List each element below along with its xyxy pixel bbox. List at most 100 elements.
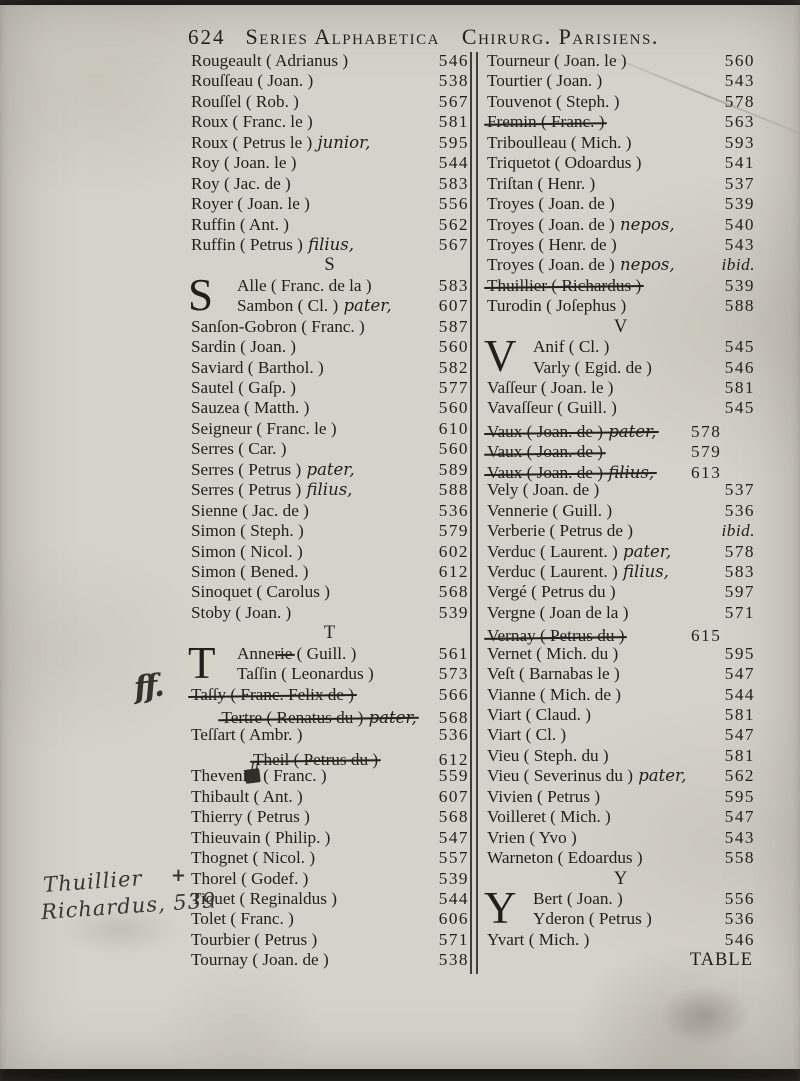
ink-smudge	[660, 985, 750, 1045]
entry-name: Teſſart ( Ambr. )	[191, 725, 433, 745]
entry-name-text: Alle ( Franc. de la )	[237, 276, 372, 295]
entry-page: 612	[438, 749, 469, 769]
entry-name: Thognet ( Nicol. )	[191, 848, 433, 868]
entry-qualifier: filius,	[301, 480, 353, 500]
entry-page: 578	[724, 91, 755, 111]
index-entry: Sardin ( Joan. ) 560	[191, 337, 469, 357]
entry-name: Vernet ( Mich. du )	[487, 644, 719, 664]
entry-name: Vaux ( Joan. de ) pater,	[487, 422, 685, 442]
index-entry: Yvart ( Mich. ) 546	[487, 930, 755, 950]
blotted-correction: tsn	[247, 757, 259, 786]
entry-page: 557	[438, 848, 469, 868]
index-entry: Viart ( Cl. ) 547	[487, 725, 755, 745]
index-entry: + Thorel ( Godef. ) 539	[171, 865, 469, 889]
entry-name-segment: Viart ( Cl. )	[487, 725, 567, 745]
entry-name-text: Thieuvain ( Philip. )	[191, 828, 330, 847]
entry-name-text: Touvenot ( Steph. )	[487, 92, 619, 111]
entry-name-segment: Sauzea ( Matth. )	[191, 398, 310, 418]
entry-name-text: Taſſy ( Franc. Felix de )	[191, 685, 354, 705]
entry-name-segment: Thognet ( Nicol. )	[191, 848, 316, 868]
entry-page: 539	[724, 194, 755, 214]
entry-name-segment: Fremin ( Franc. )	[487, 112, 605, 132]
index-entry: Simon ( Steph. ) 579	[191, 521, 469, 541]
entry-name-segment: Viart ( Claud. )	[487, 705, 591, 724]
index-entry: Vieu ( Severinus du ) pater, 562	[487, 766, 755, 786]
entry-page: 547	[724, 664, 755, 684]
entry-page: 581	[724, 705, 755, 724]
entry-name: Vrien ( Yvo )	[487, 828, 719, 848]
entry-page: 547	[438, 827, 469, 847]
entry-name-text: Rouſſel ( Rob. )	[191, 92, 299, 111]
entry-name: Thieuvain ( Philip. )	[191, 828, 433, 848]
entry-page: 579	[691, 442, 722, 462]
entry-page: 563	[724, 112, 755, 132]
entry-name-text: Vivien ( Petrus )	[487, 787, 600, 806]
entry-name: Troyes ( Joan. de )	[487, 194, 719, 214]
entry-name-text: Tourneur ( Joan. le )	[487, 51, 627, 70]
entry-name-text: Roux ( Petrus le ) junior,	[191, 133, 370, 152]
entry-name: Saviard ( Barthol. )	[191, 358, 433, 378]
scan-edge-bottom	[0, 1069, 800, 1081]
index-entry: Verberie ( Petrus de ) ibid.	[487, 521, 755, 541]
entry-name-segment: Tiquet ( Reginaldus )	[191, 888, 337, 908]
entry-name: Viart ( Claud. )	[487, 705, 719, 725]
index-entry: Roy ( Joan. le ) 544	[191, 153, 469, 173]
entry-name-text: Vieu ( Steph. du )	[487, 746, 609, 765]
entry-name-segment: Troyes ( Joan. de )	[487, 194, 615, 214]
entry-name: Rouſſeau ( Joan. )	[191, 71, 433, 91]
index-entry: Triboulleau ( Mich. ) 593	[487, 133, 755, 153]
index-entry: Royer ( Joan. le ) 556	[191, 194, 469, 214]
entry-name-segment: Vavaſſeur ( Guill. )	[487, 398, 617, 418]
entry-name-text: Triquetot ( Odoardus )	[487, 153, 642, 172]
entry-name: Vergne ( Joan de la )	[487, 603, 719, 623]
entry-name-text: Veſt ( Barnabas le )	[487, 664, 620, 683]
index-entry: Sambon ( Cl. ) pater, 607	[191, 296, 469, 316]
index-entry: Teſſart ( Ambr. ) 536	[191, 725, 469, 745]
page-title: Series Alphabetica	[245, 24, 440, 49]
entry-name-text: Annerie ( Guill. )	[237, 644, 356, 663]
entry-name: Anif ( Cl. )	[533, 337, 719, 357]
entry-name-text: Turodin ( Joſephus )	[487, 296, 626, 315]
index-entry: Turodin ( Joſephus ) 588	[487, 296, 755, 316]
index-entry: Vieu ( Steph. du ) 581	[487, 746, 755, 766]
entry-name: Verduc ( Laurent. ) pater,	[487, 542, 719, 562]
entry-name-segment: Vieu ( Steph. du )	[487, 745, 609, 765]
entry-page: 556	[438, 194, 469, 214]
entry-name-segment: Vivien ( Petrus )	[487, 786, 601, 806]
entry-name-segment: Vennerie ( Guill. )	[487, 500, 613, 520]
entry-name-text: Saviard ( Barthol. )	[191, 358, 324, 377]
entry-page: 539	[724, 275, 755, 295]
entry-name-text: Voilleret ( Mich. )	[487, 807, 611, 826]
entry-name: Triboulleau ( Mich. )	[487, 133, 719, 153]
entry-name: Turodin ( Joſephus )	[487, 296, 719, 316]
entry-page: 578	[691, 421, 722, 441]
index-entry: Vernay ( Petrus du )615D	[487, 623, 755, 645]
entry-page: 597	[724, 582, 755, 602]
index-entry: Vernet ( Mich. du ) 595	[487, 644, 755, 664]
entry-name-text: Sienne ( Jac. de )	[191, 501, 309, 520]
entry-name: Sanſon-Gobron ( Franc. )	[191, 317, 433, 337]
entry-name-text: Sanſon-Gobron ( Franc. )	[191, 317, 365, 336]
entry-name-text: Thognet ( Nicol. )	[191, 848, 315, 867]
entry-name: Thuillier ( Richardus )	[487, 276, 719, 296]
entry-name: Vaux ( Joan. de ) filius,	[487, 463, 685, 483]
drop-cap: T	[188, 637, 216, 688]
entry-page: 540	[724, 214, 755, 234]
entry-name: Simon ( Nicol. )	[191, 542, 433, 562]
entry-page: 543	[724, 827, 755, 847]
entry-name: Vennerie ( Guill. )	[487, 501, 719, 521]
entry-name-segment: Tournay ( Joan. de )	[191, 950, 329, 970]
entry-name-segment: Thuillier ( Richardus )	[487, 275, 642, 295]
entry-name-segment: Yvart ( Mich. )	[487, 929, 590, 949]
section-letter: S	[324, 255, 336, 276]
entry-page: 587	[438, 316, 469, 336]
section-letter: T	[323, 623, 337, 644]
entry-qualifier: junior,	[312, 132, 371, 152]
entry-name-segment: Royer ( Joan. le )	[191, 194, 310, 214]
entry-name-segment: Warneton ( Edoardus )	[487, 848, 643, 868]
entry-page: 537	[724, 480, 755, 500]
entry-qualifier: filius,	[602, 462, 655, 482]
index-entry: Vianne ( Mich. de ) 544	[487, 685, 755, 705]
entry-name-segment: Roux ( Petrus le )	[191, 132, 313, 152]
index-entry: Sinoquet ( Carolus ) 568	[191, 582, 469, 602]
